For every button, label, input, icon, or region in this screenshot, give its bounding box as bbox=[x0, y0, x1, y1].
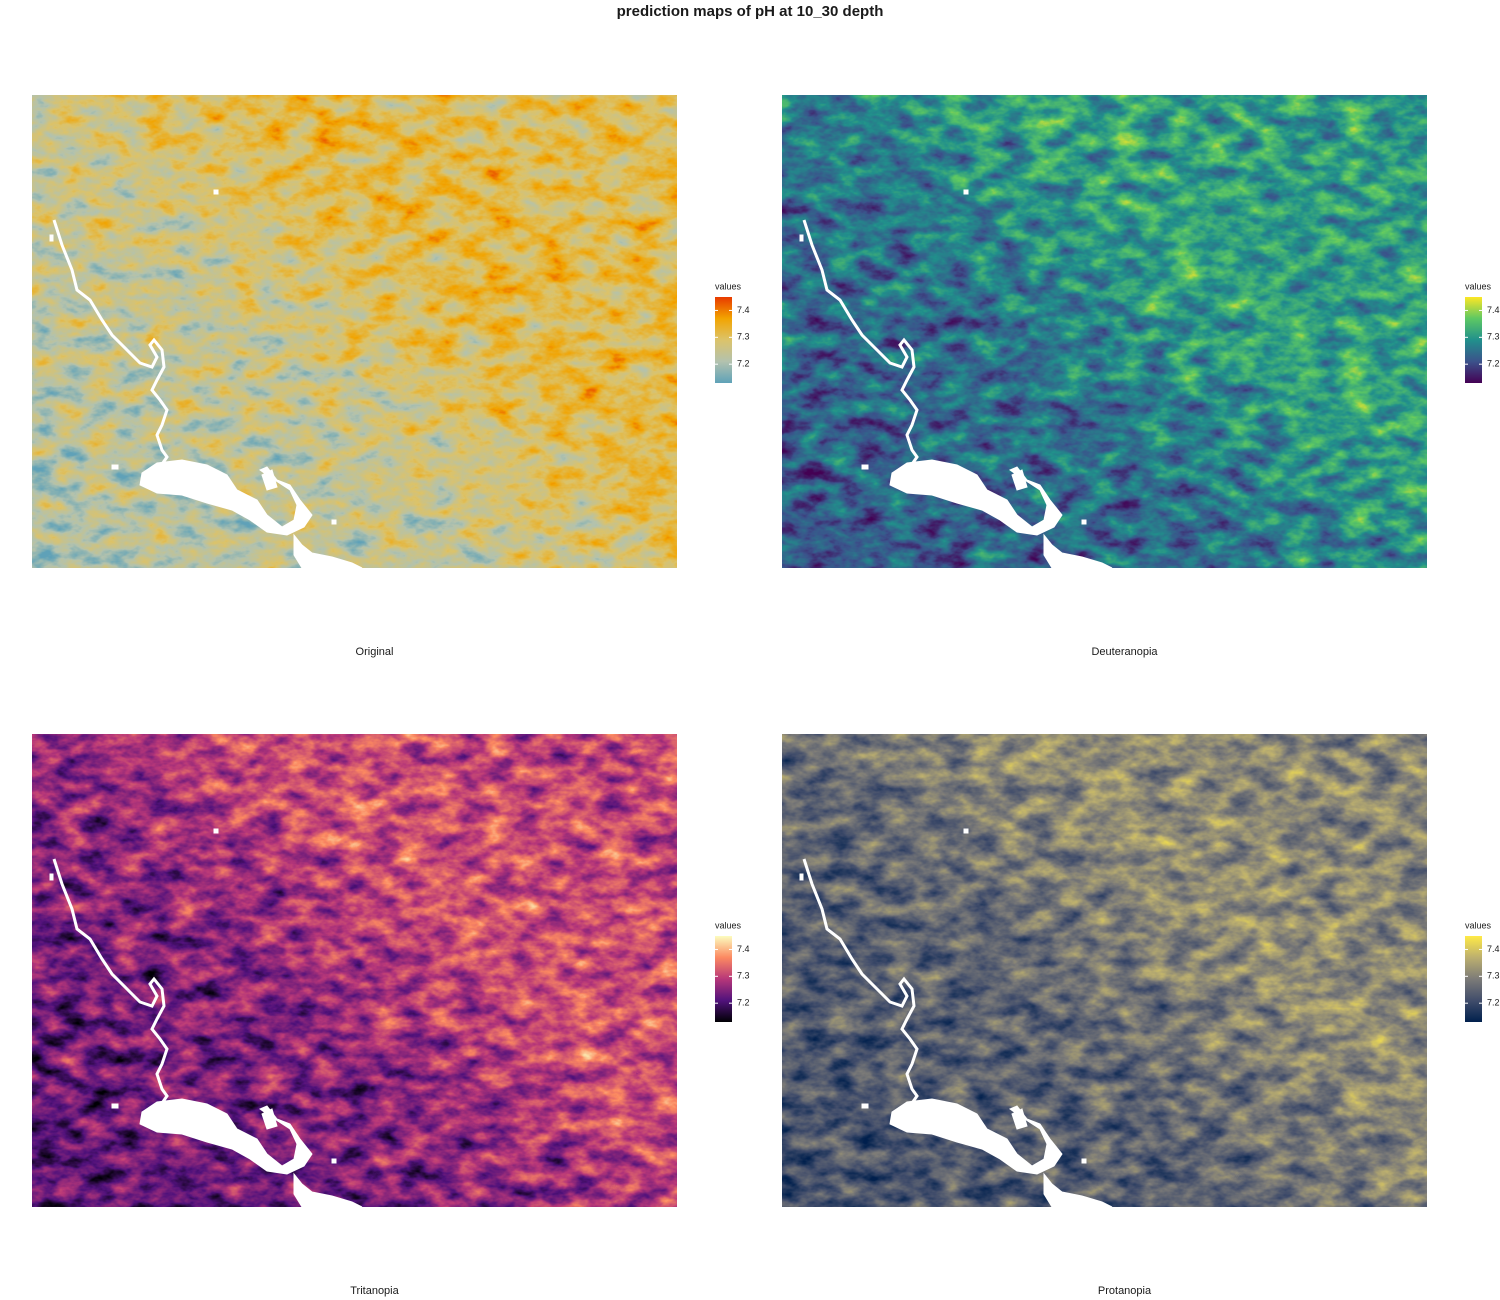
colorbar-tick-label: 7.4 bbox=[737, 944, 750, 954]
colorbar-tick-label: 7.3 bbox=[737, 332, 750, 342]
colorbar bbox=[715, 936, 732, 1022]
colorbar bbox=[1465, 297, 1482, 383]
panel-caption: Protanopia bbox=[1098, 1285, 1152, 1297]
legend-title: values bbox=[715, 281, 742, 291]
colorbar-tick-label: 7.3 bbox=[737, 971, 750, 981]
panel-caption: Deuteranopia bbox=[1091, 646, 1158, 658]
colorbar bbox=[1465, 936, 1482, 1022]
colorbar-tick-label: 7.2 bbox=[737, 998, 750, 1008]
colorbar-tick-label: 7.2 bbox=[737, 359, 750, 369]
colorbar-tick-label: 7.4 bbox=[737, 305, 750, 315]
colorbar-tick-label: 7.2 bbox=[1487, 359, 1500, 369]
colorbar-tick-label: 7.3 bbox=[1487, 332, 1500, 342]
legend-title: values bbox=[1465, 281, 1492, 291]
colorbar-tick-label: 7.3 bbox=[1487, 971, 1500, 981]
map-raster bbox=[782, 734, 1427, 1207]
map-raster bbox=[32, 95, 677, 568]
figure-title: prediction maps of pH at 10_30 depth bbox=[617, 3, 884, 20]
panel-caption: Original bbox=[356, 646, 394, 658]
colorbar-tick-label: 7.2 bbox=[1487, 998, 1500, 1008]
colorbar-tick-label: 7.4 bbox=[1487, 944, 1500, 954]
panel-caption: Tritanopia bbox=[350, 1285, 399, 1297]
map-raster bbox=[32, 734, 677, 1207]
legend-title: values bbox=[715, 920, 742, 930]
colorbar-tick-label: 7.4 bbox=[1487, 305, 1500, 315]
map-raster bbox=[782, 95, 1427, 568]
legend-title: values bbox=[1465, 920, 1492, 930]
colorbar bbox=[715, 297, 732, 383]
